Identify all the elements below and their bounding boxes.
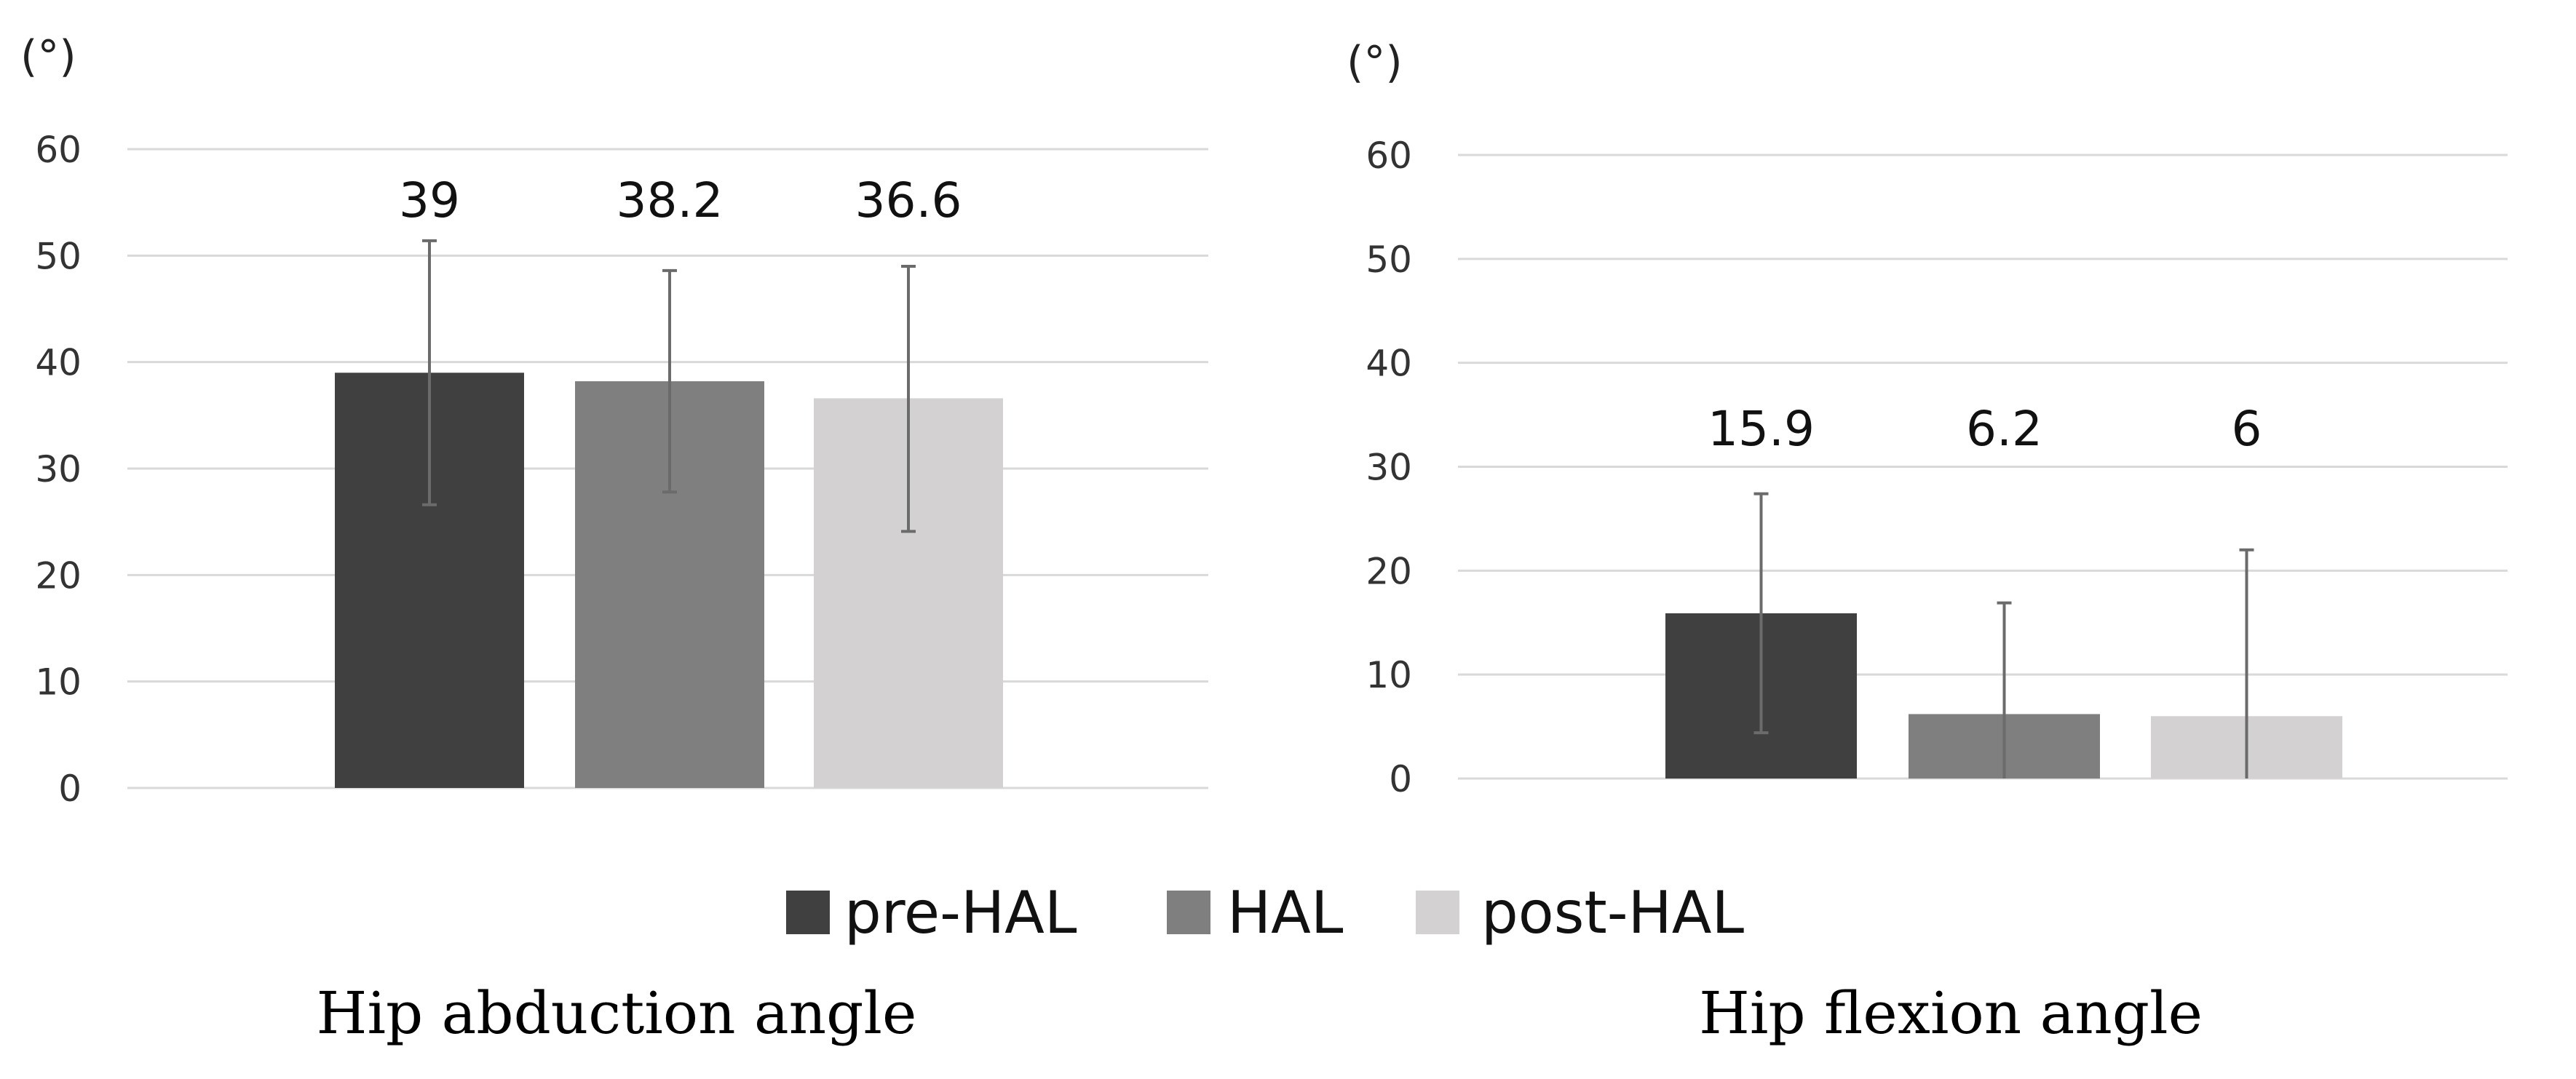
error-bar <box>662 268 677 494</box>
y-tick-label: 10 <box>1366 654 1412 696</box>
caption-hip-flexion: Hip flexion angle <box>1699 979 2203 1047</box>
error-bars <box>1753 492 2254 779</box>
y-tick-label: 20 <box>1366 550 1412 592</box>
y-tick-labels: 0 10 20 30 40 50 60 <box>1366 135 1412 800</box>
y-tick-label: 0 <box>1389 758 1412 800</box>
error-bar <box>2239 548 2254 779</box>
y-tick-labels: 0 10 20 30 40 50 60 <box>35 129 82 810</box>
legend-label-hal: HAL <box>1227 879 1344 947</box>
legend-swatch-pre-hal <box>786 891 830 934</box>
caption-hip-abduction: Hip abduction angle <box>317 979 917 1047</box>
data-label: 6 <box>2232 401 2262 457</box>
legend-label-pre-hal: pre-HAL <box>844 879 1077 947</box>
y-tick-label: 50 <box>35 235 82 277</box>
y-tick-label: 60 <box>35 129 82 171</box>
y-unit-label: (°) <box>20 31 76 82</box>
legend-swatch-post-hal <box>1416 891 1459 934</box>
data-label: 38.2 <box>617 172 724 228</box>
hip-flexion-chart: (°) 0 10 20 30 40 50 60 15.9 6.2 6 <box>1347 37 2508 800</box>
y-tick-label: 10 <box>35 661 82 704</box>
y-unit-label: (°) <box>1347 37 1403 88</box>
y-tick-label: 0 <box>58 768 82 810</box>
y-tick-label: 30 <box>35 448 82 490</box>
error-bars <box>422 239 916 533</box>
hip-abduction-chart: (°) 0 10 20 30 40 50 60 39 38.2 36.6 <box>20 31 1208 810</box>
data-labels: 15.9 6.2 6 <box>1708 401 2262 457</box>
data-label: 6.2 <box>1966 401 2042 457</box>
legend-swatch-hal <box>1167 891 1210 934</box>
legend-label-post-hal: post-HAL <box>1481 879 1745 947</box>
data-labels: 39 38.2 36.6 <box>399 172 962 228</box>
y-tick-label: 50 <box>1366 239 1412 281</box>
y-tick-label: 40 <box>1366 343 1412 385</box>
y-tick-label: 20 <box>35 554 82 597</box>
gridlines <box>1458 154 2508 780</box>
y-tick-label: 40 <box>35 342 82 384</box>
y-tick-label: 60 <box>1366 135 1412 177</box>
data-label: 39 <box>399 172 460 228</box>
error-bar <box>1753 492 1769 735</box>
data-label: 36.6 <box>855 172 962 228</box>
legend: pre-HAL HAL post-HAL <box>786 879 1745 947</box>
error-bar <box>1997 601 2012 779</box>
error-bar <box>901 264 916 533</box>
error-bar <box>422 239 437 506</box>
data-label: 15.9 <box>1708 401 1815 457</box>
y-tick-label: 30 <box>1366 447 1412 489</box>
